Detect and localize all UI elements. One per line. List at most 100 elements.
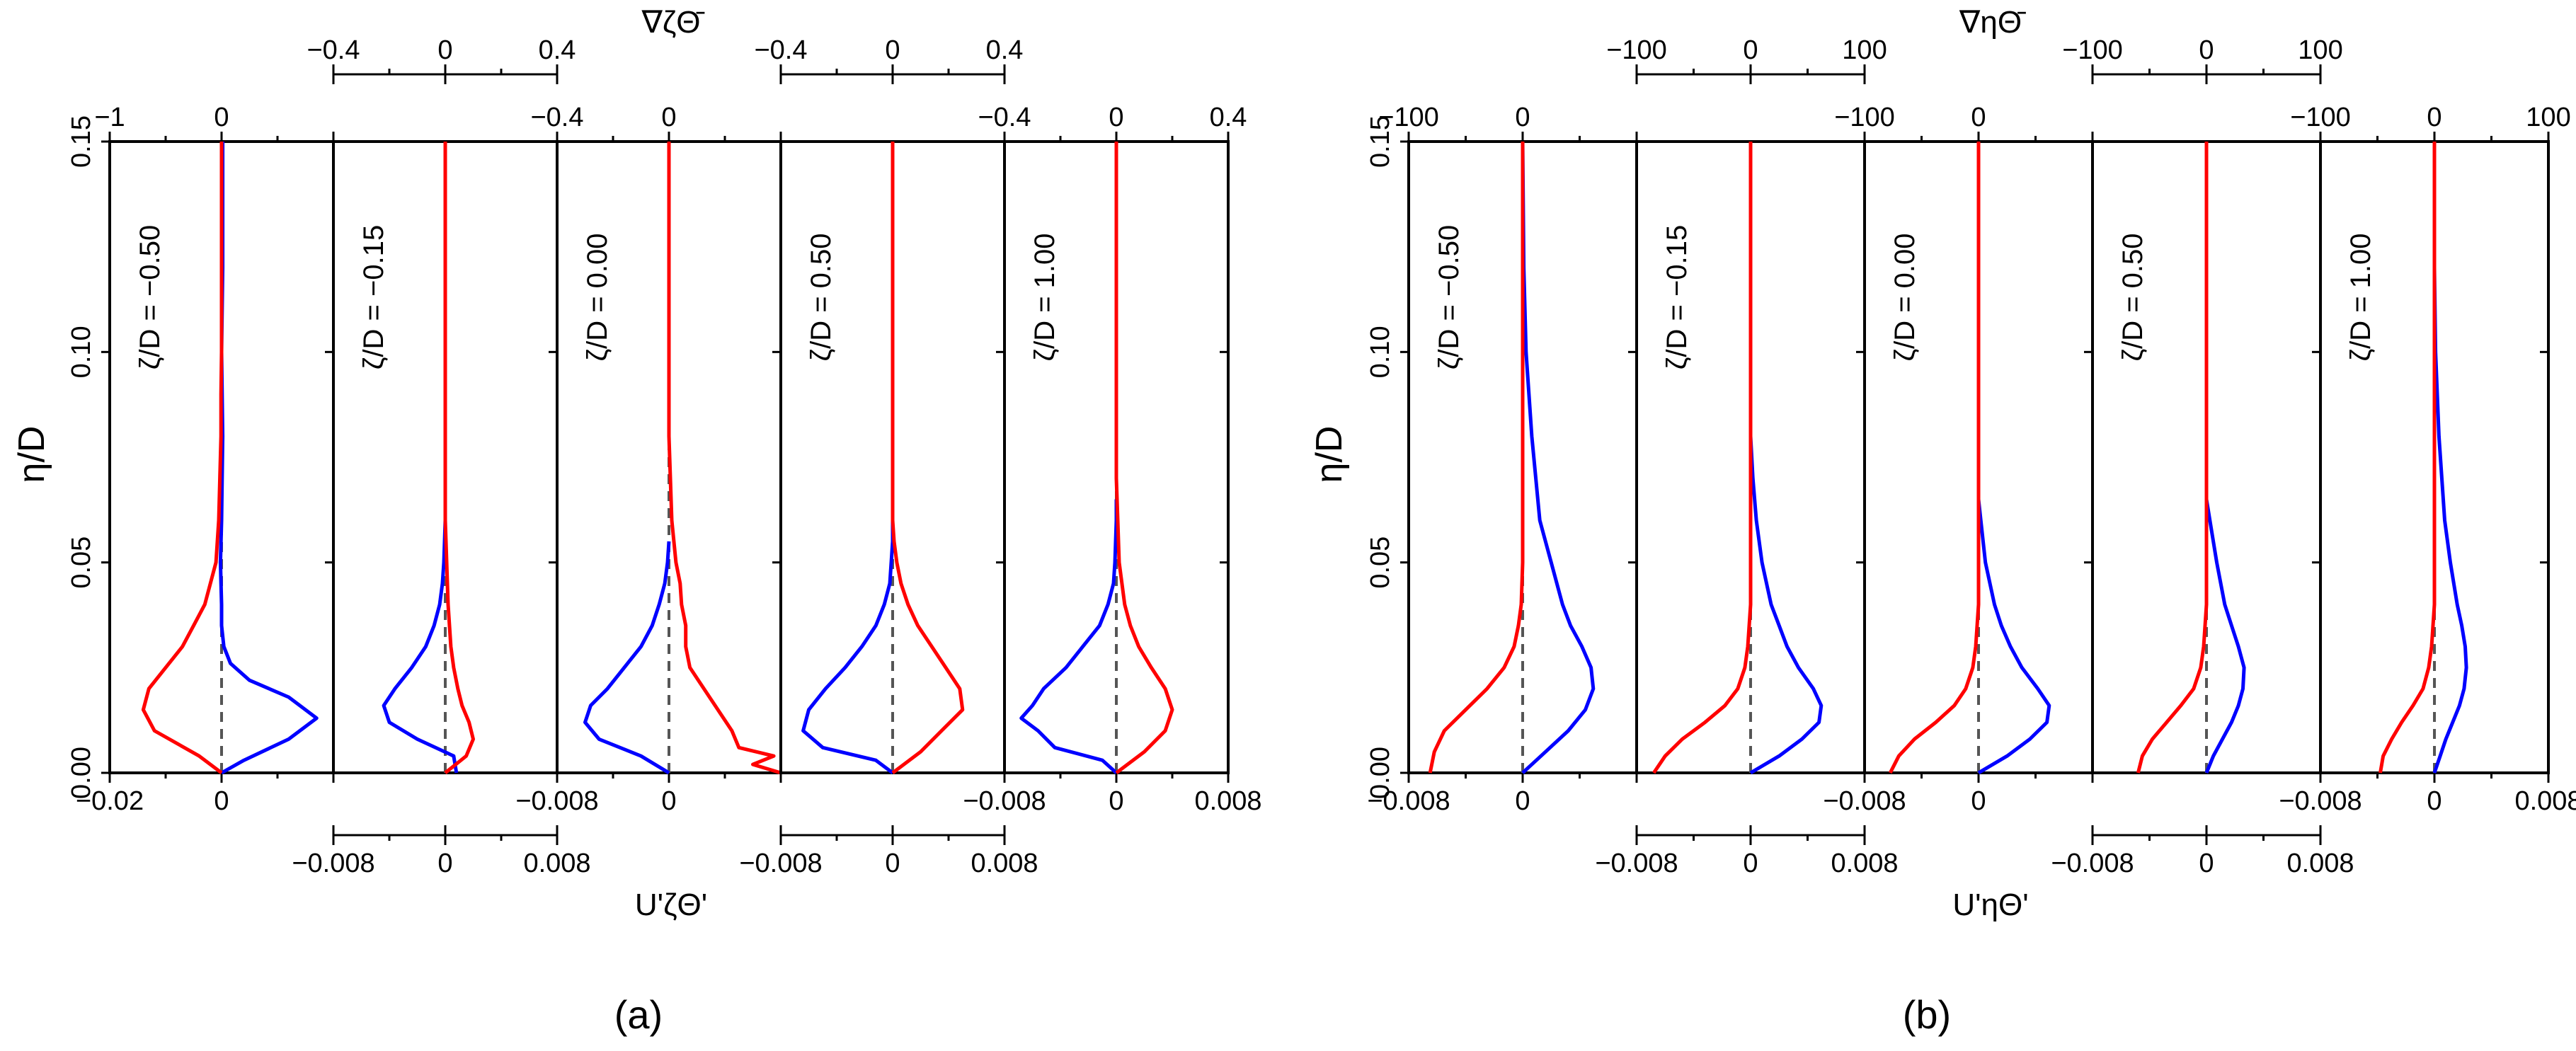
bottom-tick-label: 0 [1515, 786, 1530, 816]
bottom-tick-label: 0 [1109, 786, 1123, 816]
subplot-b-3: −100 0 −0.008 0 ζ/D = 0.00 [1823, 103, 2094, 816]
subplot-b-2: −100 0 100 −0.008 0 0.008 ζ/D = −0.15 [1595, 35, 1898, 878]
top-tick-label: 0 [661, 103, 676, 132]
top-tick-label: 0 [214, 103, 229, 132]
panel-a-top-axis-label: ∇ζΘ̄ [641, 5, 704, 40]
panel-a-ylabel: η/D [11, 426, 52, 483]
bottom-tick-label: −0.008 [292, 849, 374, 878]
top-tick-label: −100 [1378, 103, 1439, 132]
bottom-tick-label: 0.008 [523, 849, 590, 878]
panel-b-ylabel: η/D [1309, 426, 1350, 483]
gradient-curve [2432, 268, 2468, 774]
gradient-curve [2204, 499, 2246, 774]
bottom-tick-label: 0 [661, 786, 676, 816]
flux-curve [1428, 142, 1525, 774]
gradient-curve [1019, 499, 1118, 774]
panel-b: η/D ∇ηΘ̄ U'ηΘ' (b) 0.000.050.100.15−100 0… [1309, 5, 2576, 1037]
subplot-label: ζ/D = 0.00 [582, 233, 613, 361]
subplot-label: ζ/D = −0.15 [358, 225, 389, 369]
subplot-a-5: −0.4 0 0.4 −0.008 0 0.008 ζ/D = 1.00 [963, 103, 1261, 816]
subplot-label: ζ/D = 1.00 [1029, 233, 1060, 361]
top-tick-label: −1 [94, 103, 125, 132]
top-tick-label: 0 [1743, 35, 1758, 65]
top-tick-label: 0 [885, 35, 900, 65]
gradient-curve [1976, 499, 2051, 775]
subplot-a-3: −0.4 0 −0.008 0 ζ/D = 0.00 [515, 103, 782, 816]
bottom-tick-label: −0.008 [1595, 849, 1678, 878]
gradient-curve [801, 520, 895, 774]
subplot-a-1: −1 0 −0.02 0 ζ/D = −0.50 [76, 103, 335, 816]
bottom-tick-label: 0 [1971, 786, 1986, 816]
flux-curve [2378, 142, 2437, 774]
top-tick-label: 100 [2526, 103, 2570, 132]
bottom-tick-label: −0.008 [515, 786, 598, 816]
subplot-label: ζ/D = −0.50 [1433, 225, 1465, 369]
flux-curve [141, 142, 224, 774]
y-tick-label: 0.00 [67, 747, 96, 799]
bottom-tick-label: −0.008 [739, 849, 822, 878]
bottom-tick-label: −0.008 [2279, 786, 2362, 816]
flux-curve [2136, 142, 2209, 774]
bottom-tick-label: 0.008 [1194, 786, 1261, 816]
bottom-tick-label: 0 [885, 849, 900, 878]
subplot-b-4: −100 0 100 −0.008 0 0.008 ζ/D = 0.50 [2051, 35, 2354, 878]
top-tick-label: −100 [1606, 35, 1667, 65]
top-tick-label: 100 [1842, 35, 1887, 65]
subplot-label: ζ/D = −0.15 [1661, 225, 1693, 369]
top-tick-label: 0 [1971, 103, 1986, 132]
flux-curve [891, 142, 965, 774]
panel-a-bottom-axis-label: U'ζΘ' [635, 888, 707, 922]
gradient-curve [1521, 141, 1596, 774]
top-tick-label: 0.4 [1210, 103, 1247, 132]
top-tick-label: 0 [1515, 103, 1530, 132]
bottom-tick-label: 0.008 [971, 849, 1038, 878]
bottom-tick-label: 0 [437, 849, 452, 878]
top-tick-label: −0.4 [978, 103, 1031, 132]
y-tick-label: 0.15 [67, 115, 96, 168]
y-tick-label: 0.15 [1366, 115, 1395, 168]
panel-b-label: (b) [1903, 992, 1951, 1037]
panel-b-bottom-axis-label: U'ηΘ' [1952, 888, 2028, 922]
subplot-label: ζ/D = 0.50 [2117, 233, 2148, 361]
bottom-tick-label: −0.008 [2051, 849, 2134, 878]
flux-curve [1652, 142, 1753, 774]
subplot-label: ζ/D = 0.00 [1889, 233, 1920, 361]
bottom-tick-label: 0 [2427, 786, 2442, 816]
gradient-curve [583, 541, 671, 775]
subplot-label: ζ/D = 0.50 [806, 233, 837, 361]
flux-curve [1114, 142, 1174, 774]
bottom-tick-label: 0.008 [2286, 849, 2354, 878]
bottom-tick-label: −0.02 [76, 786, 144, 816]
bottom-tick-label: 0 [214, 786, 229, 816]
top-tick-label: −0.4 [754, 35, 807, 65]
top-tick-label: −100 [2062, 35, 2123, 65]
bottom-tick-label: 0.008 [2514, 786, 2576, 816]
subplot-label: ζ/D = 1.00 [2345, 233, 2376, 361]
bottom-tick-label: 0.008 [1831, 849, 1898, 878]
y-tick-label: 0.10 [67, 326, 96, 378]
bottom-tick-label: −0.008 [963, 786, 1046, 816]
subplot-a-2: −0.4 0 0.4 −0.008 0 0.008 ζ/D = −0.15 [292, 35, 590, 878]
top-tick-label: −0.4 [307, 35, 360, 65]
y-tick-label: 0.00 [1366, 747, 1395, 799]
subplot-a-4: −0.4 0 0.4 −0.008 0 0.008 ζ/D = 0.50 [739, 35, 1038, 878]
panel-a: η/D ∇ζΘ̄ U'ζΘ' (a) 0.000.050.100.15−1 0−0… [11, 5, 1262, 1037]
bottom-tick-label: 0 [2199, 849, 2214, 878]
top-tick-label: 100 [2298, 35, 2342, 65]
top-tick-label: −100 [1834, 103, 1895, 132]
top-tick-label: 0 [437, 35, 452, 65]
subplot-b-5: −100 0 100 −0.008 0 0.008 ζ/D = 1.00 [2279, 103, 2576, 816]
top-tick-label: 0.4 [539, 35, 576, 65]
flux-curve [1888, 142, 1981, 774]
top-tick-label: 0 [1109, 103, 1123, 132]
top-tick-label: 0 [2427, 103, 2442, 132]
bottom-tick-label: −0.008 [1823, 786, 1906, 816]
subplot-b-1: −100 0 −0.008 0 ζ/D = −0.50 [1367, 103, 1638, 816]
flux-curve [443, 142, 475, 774]
y-tick-label: 0.05 [1366, 536, 1395, 589]
top-tick-label: −0.4 [530, 103, 583, 132]
panel-b-top-axis-label: ∇ηΘ̄ [1959, 5, 2026, 40]
top-tick-label: −100 [2290, 103, 2351, 132]
panel-a-label: (a) [614, 992, 663, 1037]
